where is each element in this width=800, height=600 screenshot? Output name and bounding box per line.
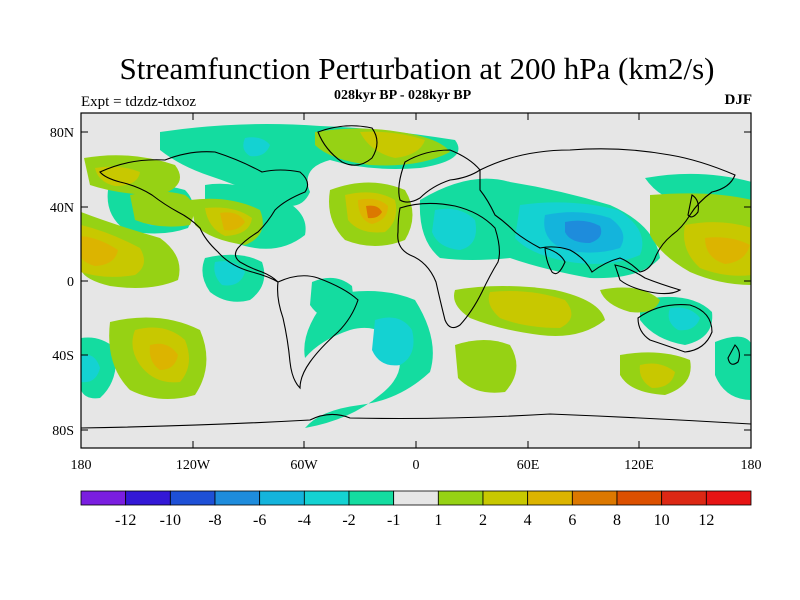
colorbar-swatch (661, 490, 707, 506)
colorbar-label: -8 (208, 512, 221, 529)
coastline-japan (687, 194, 699, 218)
y-axis (81, 131, 751, 431)
y-tick-label-0: 0 (67, 275, 74, 290)
x-tick-label-0: 0 (413, 458, 420, 473)
colorbar-label: 1 (434, 512, 442, 529)
negative-core-east-pacific (214, 261, 245, 286)
coastline-asia (479, 148, 736, 273)
positive-peak-south-pacific (149, 343, 178, 370)
x-axis (80, 113, 752, 448)
coastline-south-america (277, 275, 359, 390)
colorbar-swatch (125, 490, 171, 506)
negative-core-north-africa (432, 208, 476, 250)
colorbar-label: -4 (298, 512, 311, 529)
colorbar-swatch (259, 490, 305, 506)
colorbar-swatch (527, 490, 573, 506)
negative-region-southeast-pacific (715, 336, 751, 400)
positive-core-indian-ocean (639, 363, 675, 388)
x-tick-label-60e: 60E (517, 458, 540, 473)
negative-core-australia (668, 307, 700, 331)
colorbar-label: -1 (387, 512, 400, 529)
coastline-new-zealand (727, 344, 741, 365)
x-tick-label-60w: 60W (290, 458, 318, 473)
negative-core-arctic (243, 137, 270, 157)
coastline-australia (637, 303, 713, 353)
x-tick-label-180-west: 180 (71, 458, 92, 473)
positive-peak-east-pacific (705, 237, 750, 264)
colorbar-swatch (303, 490, 350, 506)
colorbar-swatch (169, 490, 216, 506)
y-tick-labels: 80N 40N 0 40S 80S (50, 126, 74, 439)
x-tick-label-120e: 120E (624, 458, 654, 473)
colorbar-label: 10 (654, 512, 670, 529)
negative-core-southwest-pacific (81, 354, 100, 383)
season-label: DJF (724, 92, 753, 108)
colorbar-label: 12 (698, 512, 714, 529)
colorbar-swatch (80, 490, 127, 506)
colorbar-swatch (482, 490, 529, 506)
coastline-africa (397, 202, 501, 329)
experiment-label: Expt = tdzdz-tdxoz (81, 94, 197, 110)
colorbar-label: -12 (115, 512, 136, 529)
colorbar-swatch (437, 490, 484, 506)
y-tick-label-80s: 80S (52, 424, 74, 439)
contour-field (81, 113, 751, 448)
coastline-greenland (317, 125, 378, 166)
positive-core-southern-ocean (488, 291, 572, 328)
colorbar-swatch (571, 490, 618, 506)
colorbar-label: -2 (342, 512, 355, 529)
negative-core-deepest (565, 220, 602, 243)
plot-title: Streamfunction Perturbation at 200 hPa (… (119, 51, 715, 86)
coastline-india (544, 247, 566, 275)
colorbar-swatch (214, 490, 261, 506)
coastline-north-america (99, 151, 309, 283)
plot-subtitle: 028kyr BP - 028kyr BP (334, 88, 472, 103)
positive-region-pacific-south (600, 287, 660, 313)
positive-core-west-pacific (95, 166, 140, 186)
y-tick-label-40s: 40S (52, 349, 74, 364)
colorbar-label: 2 (479, 512, 487, 529)
coastlines (81, 125, 751, 429)
x-tick-label-180-east: 180 (741, 458, 762, 473)
coastline-antarctica (81, 413, 751, 429)
colorbar-swatch (348, 490, 395, 506)
colorbar-swatch (616, 490, 663, 506)
y-tick-label-40n: 40N (50, 201, 74, 216)
positive-max-west-africa (366, 205, 382, 219)
positive-peak-central-america (220, 212, 245, 231)
coastline-europe (398, 149, 481, 203)
colorbar-label: -6 (253, 512, 266, 529)
positive-region-south-africa (455, 340, 517, 393)
colorbar: -12 -10 -8 -6 -4 -2 -1 1 2 4 6 8 10 12 (80, 490, 752, 529)
colorbar-label: -10 (160, 512, 181, 529)
colorbar-swatch (393, 490, 439, 506)
positive-region-north-america (130, 191, 194, 227)
x-tick-label-120w: 120W (176, 458, 211, 473)
x-tick-labels: 180 120W 60W 0 60E 120E 180 (71, 458, 762, 473)
colorbar-swatch (705, 490, 752, 506)
positive-peak-north-pacific (81, 236, 118, 266)
coastline-southeast-asia (614, 264, 682, 295)
y-tick-label-80n: 80N (50, 126, 74, 141)
colorbar-label: 4 (524, 512, 532, 529)
colorbar-label: 8 (613, 512, 621, 529)
negative-core-south-atlantic (372, 317, 414, 366)
colorbar-label: 6 (568, 512, 576, 529)
